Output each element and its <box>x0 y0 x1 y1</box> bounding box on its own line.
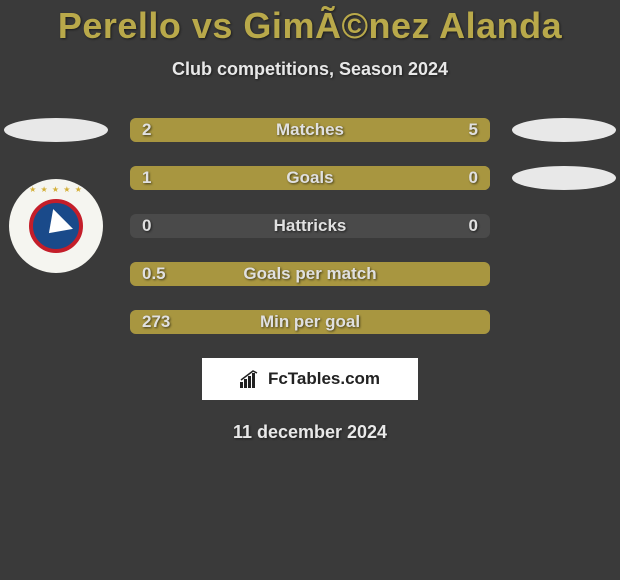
stat-bar: 10Goals <box>130 166 490 190</box>
stat-row: 273Min per goal <box>0 310 620 334</box>
player-badge-right <box>512 118 616 142</box>
club-logo-left: ★ ★ ★ ★ ★ <box>4 179 108 273</box>
page-title: Perello vs GimÃ©nez Alanda <box>0 5 620 47</box>
stat-label: Goals <box>130 166 490 190</box>
player-badge-right <box>512 166 616 190</box>
player-badge-left <box>4 118 108 142</box>
footer-date: 11 december 2024 <box>0 422 620 443</box>
brand-badge[interactable]: FcTables.com <box>202 358 418 400</box>
stat-bar: 25Matches <box>130 118 490 142</box>
stat-label: Min per goal <box>130 310 490 334</box>
chart-container: Perello vs GimÃ©nez Alanda Club competit… <box>0 0 620 580</box>
stat-label: Goals per match <box>130 262 490 286</box>
stat-label: Matches <box>130 118 490 142</box>
stat-label: Hattricks <box>130 214 490 238</box>
brand-label: FcTables.com <box>268 369 380 389</box>
stat-row: 25Matches <box>0 118 620 142</box>
page-subtitle: Club competitions, Season 2024 <box>0 59 620 80</box>
stat-bar: 00Hattricks <box>130 214 490 238</box>
stat-row: ★ ★ ★ ★ ★00Hattricks <box>0 214 620 238</box>
stat-bar: 0.5Goals per match <box>130 262 490 286</box>
chart-icon <box>240 370 262 388</box>
stat-bar: 273Min per goal <box>130 310 490 334</box>
